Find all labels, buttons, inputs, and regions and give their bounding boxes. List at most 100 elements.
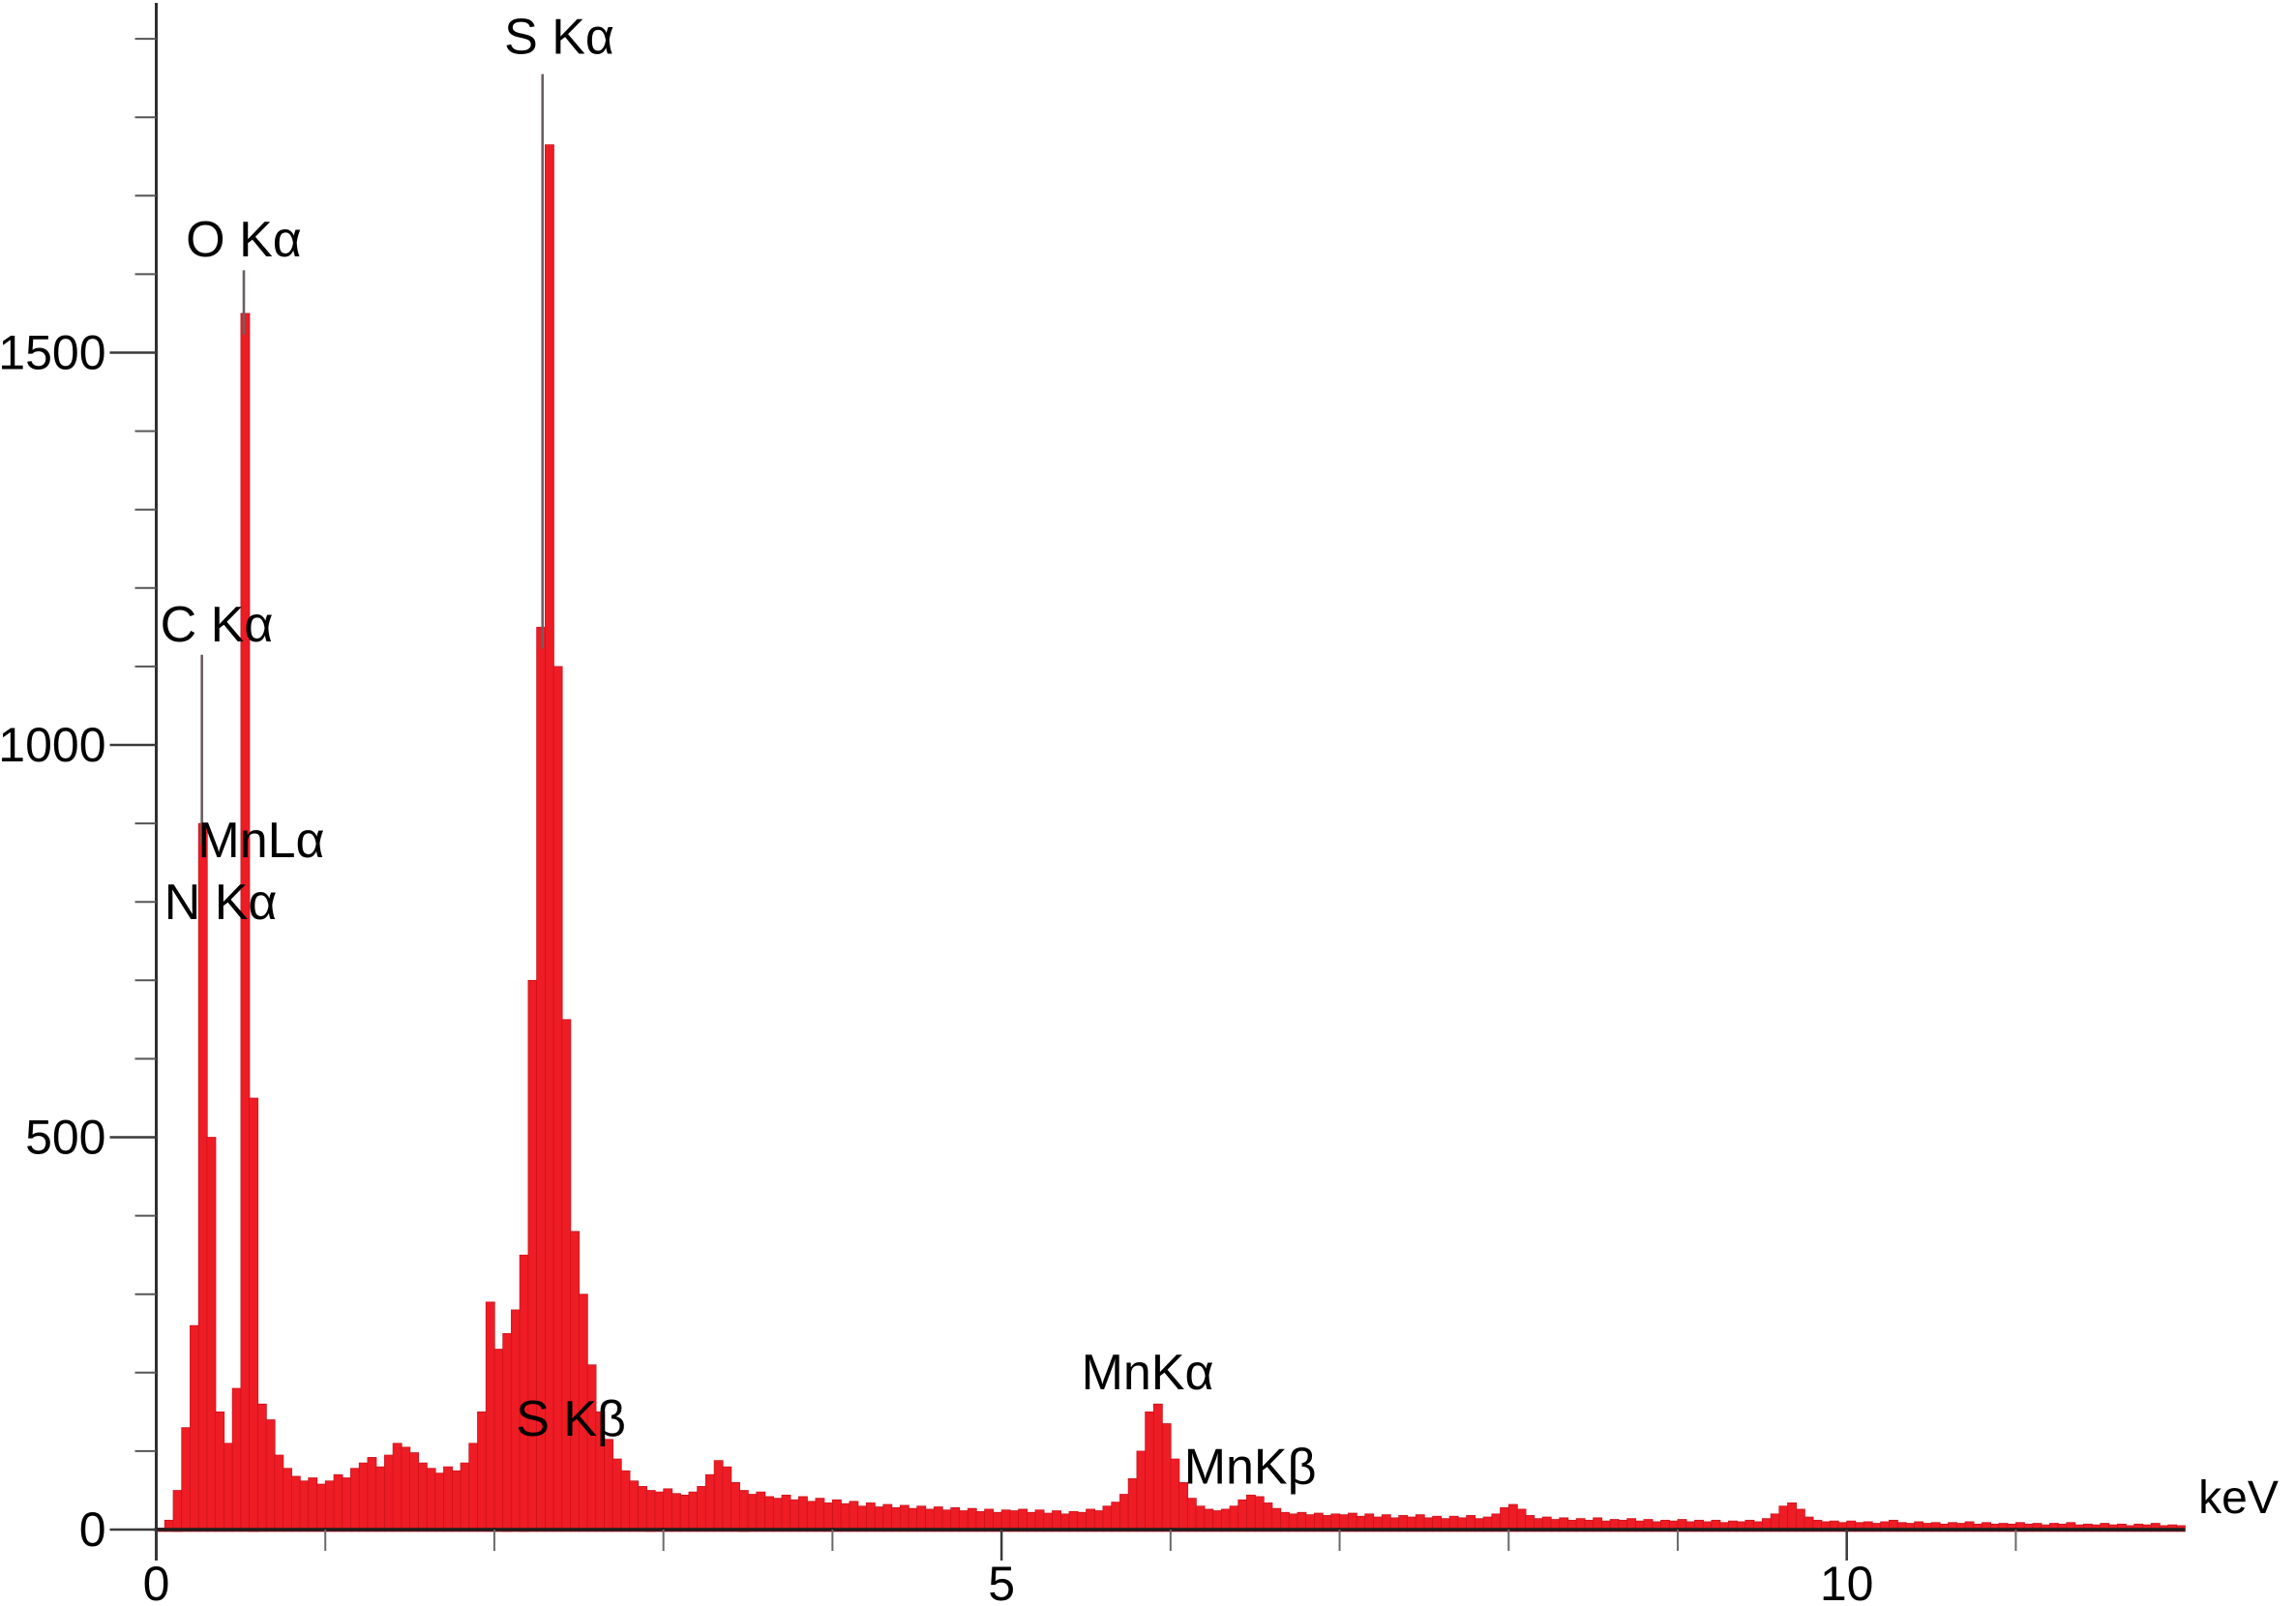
y-axis-ticks [109, 38, 157, 1532]
spectrum-bar [679, 1494, 690, 1532]
x-axis-labels: 0 5 10 keV [143, 1472, 2279, 1606]
spectrum-bar [409, 1452, 420, 1532]
spectrum-bar [206, 1137, 217, 1532]
spectrum-bar [1778, 1505, 1789, 1532]
spectrum-bar [290, 1475, 301, 1532]
spectrum-bar [1186, 1498, 1197, 1532]
peak-label-n-ka: N Kα [164, 875, 278, 931]
spectrum-bar [604, 1439, 613, 1532]
spectrum-bar [256, 1403, 267, 1532]
spectrum-bar [215, 1411, 225, 1532]
spectrum-bar [308, 1477, 318, 1532]
spectrum-bar [274, 1454, 284, 1532]
spectrum-bar [392, 1442, 403, 1532]
peak-label-s-kb: S Kβ [516, 1391, 626, 1447]
spectrum-bar [772, 1498, 783, 1532]
y-tick-label-500: 500 [25, 1111, 105, 1165]
spectrum-bar [738, 1490, 749, 1532]
spectrum-bar [849, 1501, 859, 1532]
spectrum-bar [172, 1490, 183, 1532]
peak-label-mn-kb: MnKβ [1184, 1439, 1317, 1495]
spectrum-bar [832, 1499, 842, 1532]
spectrum-bar [1237, 1499, 1248, 1532]
spectrum-bar [190, 1324, 199, 1532]
spectrum-bar [781, 1494, 791, 1532]
spectrum-bar [181, 1427, 192, 1532]
spectrum-bar [704, 1473, 715, 1532]
spectrum-bar [1152, 1403, 1163, 1532]
spectrum-bar [417, 1462, 428, 1532]
spectrum-bar [823, 1502, 834, 1532]
spectrum-bar [527, 979, 538, 1532]
spectrum-bar [375, 1466, 386, 1532]
y-tick-label-1500: 1500 [0, 326, 106, 380]
x-axis-ticks [155, 1530, 2017, 1561]
spectrum-bar [798, 1496, 808, 1532]
spectrum-bar [367, 1457, 377, 1532]
x-tick-label-5: 5 [988, 1557, 1015, 1606]
spectrum-bar [299, 1480, 310, 1532]
spectrum-bar [1102, 1505, 1113, 1532]
peak-label-s-ka: S Kα [504, 10, 614, 66]
spectrum-bar [493, 1349, 504, 1532]
spectrum-bar [688, 1491, 699, 1532]
spectrum-bar [671, 1493, 681, 1532]
spectrum-bar [747, 1494, 758, 1532]
spectrum-bar [611, 1458, 622, 1532]
spectrum-bar [1229, 1505, 1239, 1532]
spectrum-bar [815, 1498, 825, 1532]
spectrum-bar [333, 1473, 343, 1532]
spectrum-bar [840, 1502, 850, 1532]
x-axis-unit-kev: keV [2198, 1472, 2279, 1524]
spectrum-bar [240, 312, 251, 1532]
spectrum-bar [713, 1460, 724, 1532]
spectrum-bar [1111, 1502, 1121, 1532]
peak-label-mn-la: MnLα [197, 813, 324, 869]
spectrum-bar [1195, 1505, 1206, 1532]
spectrum-bar [645, 1490, 656, 1532]
peak-marker-lines [200, 74, 545, 846]
spectrum-bar [933, 1506, 943, 1532]
axes [154, 3, 2186, 1561]
spectrum-bar [342, 1477, 352, 1532]
spectrum-bar [451, 1470, 462, 1532]
spectrum-bar [764, 1496, 774, 1532]
spectrum-bar [460, 1462, 470, 1532]
spectrum-bar [865, 1502, 876, 1532]
spectrum-bar [1170, 1458, 1180, 1532]
spectrum-bar [384, 1454, 394, 1532]
spectrum-bar [324, 1480, 335, 1532]
spectrum-bar [1127, 1477, 1138, 1532]
spectrum-bar [638, 1486, 647, 1532]
x-tick-label-10: 10 [1820, 1557, 1874, 1606]
spectrum-bar [401, 1446, 411, 1532]
spectrum-bar [468, 1442, 479, 1532]
spectrum-bar [899, 1504, 909, 1532]
spectrum-bar [882, 1503, 893, 1532]
spectrum-bar [663, 1488, 673, 1532]
spectrum-bar [545, 144, 554, 1532]
spectrum-bar [316, 1483, 326, 1532]
spectrum-bars [156, 144, 2186, 1532]
spectrum-bar [697, 1486, 707, 1532]
spectrum-bar [1787, 1502, 1797, 1532]
x-tick-label-0: 0 [143, 1557, 170, 1606]
spectrum-bar [265, 1419, 276, 1532]
spectrum-bar [1119, 1494, 1129, 1532]
peak-annotations: S Kα O Kα C Kα MnLα N Kα S Kβ MnKα MnKβ [161, 10, 1317, 1496]
peak-label-o-ka: O Kα [186, 212, 302, 268]
spectrum-bar [570, 1231, 581, 1532]
spectrum-bar [874, 1506, 884, 1532]
spectrum-bar [629, 1480, 640, 1532]
peak-label-mn-ka: MnKα [1082, 1345, 1214, 1401]
spectrum-bar [756, 1491, 766, 1532]
spectrum-bar [722, 1466, 732, 1532]
spectrum-bar [485, 1301, 495, 1532]
spectrum-bar [1145, 1411, 1155, 1532]
y-tick-label-1000: 1000 [0, 718, 106, 772]
spectrum-bar [1246, 1494, 1256, 1532]
spectrum-bar [561, 1019, 572, 1532]
spectrum-bar [806, 1501, 817, 1532]
spectrum-bar [731, 1481, 740, 1532]
